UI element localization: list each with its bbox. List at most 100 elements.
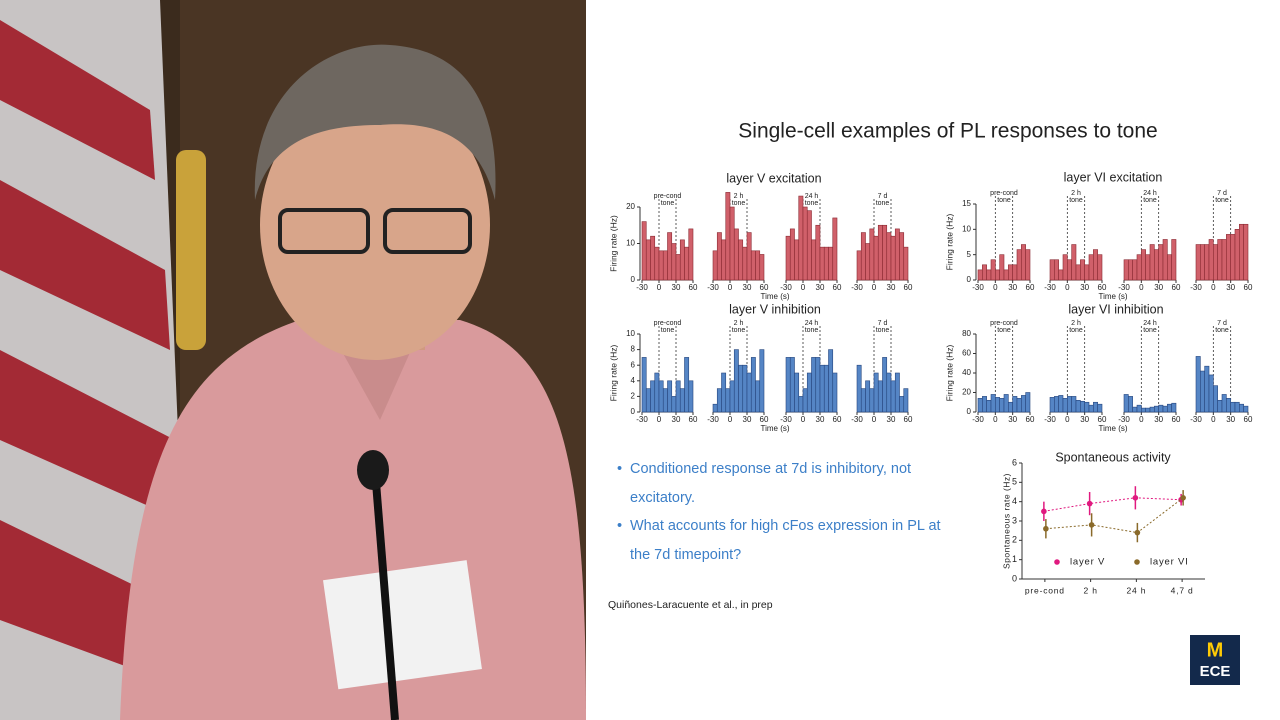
legend-marker — [1134, 559, 1140, 565]
histogram-bar — [860, 232, 866, 281]
histogram-bar — [1154, 249, 1159, 281]
histogram-bar — [1226, 398, 1231, 413]
histogram-bar — [1054, 259, 1059, 281]
histogram-bar — [1167, 403, 1172, 413]
histogram-bar — [746, 372, 752, 413]
group-label: 2 h — [734, 320, 744, 327]
group-label: 2 h — [734, 193, 744, 200]
group-label: pre-cond — [654, 320, 682, 327]
histogram-bar — [877, 380, 883, 413]
histogram-bar — [828, 349, 834, 413]
histogram-bar — [1016, 249, 1022, 281]
histogram-bar — [1145, 254, 1151, 281]
histogram-bar — [1171, 239, 1177, 281]
bullet-text: Conditioned response at 7d is inhibitory… — [630, 461, 912, 506]
histogram-bar — [759, 254, 765, 281]
y-tick-label: 3 — [1012, 515, 1017, 525]
x-tick-label: 60 — [1098, 415, 1107, 424]
histogram-bar — [1208, 374, 1214, 413]
histogram-bar — [1075, 264, 1081, 281]
histogram-bar — [1025, 392, 1031, 413]
legend-marker — [1054, 559, 1060, 565]
histogram-bar — [785, 357, 791, 413]
x-tick-label: 60 — [1172, 415, 1181, 424]
histogram-bar — [894, 372, 900, 413]
histogram-bar — [856, 364, 862, 413]
x-tick-label: 30 — [672, 283, 681, 292]
histogram-bar — [755, 250, 761, 281]
y-tick-label: 15 — [962, 199, 971, 208]
histogram-bar — [662, 388, 668, 413]
histogram-bar — [1084, 401, 1090, 413]
y-tick-label: 1 — [1012, 554, 1017, 564]
y-tick-label: 2 — [1012, 535, 1017, 545]
histogram-bar — [1171, 402, 1177, 413]
x-tick-label: 30 — [672, 415, 681, 424]
tone-label: tone — [1215, 327, 1229, 334]
x-tick-label: 0 — [728, 283, 733, 292]
histogram-bar — [641, 221, 647, 281]
x-tick-label: 0 — [1065, 415, 1070, 424]
point — [1043, 525, 1049, 532]
bullet-text: What accounts for high cFos expression i… — [630, 518, 941, 563]
histogram-bar — [650, 380, 656, 413]
point — [1180, 495, 1186, 501]
x-tick-label: 30 — [1154, 415, 1163, 424]
histogram-bar — [894, 228, 900, 281]
histogram-bar — [1021, 244, 1026, 281]
x-tick-label: 30 — [887, 415, 896, 424]
x-tick-label: 0 — [872, 415, 877, 424]
histogram-bar — [1097, 403, 1103, 413]
histogram-bar — [1195, 244, 1201, 281]
x-tick-label: 30 — [1226, 283, 1235, 292]
histogram-bar — [1158, 244, 1164, 281]
x-tick-label: -30 — [1190, 415, 1202, 424]
histogram-bar — [1067, 259, 1072, 281]
histogram-bar — [1003, 269, 1009, 281]
y-tick-label: 6 — [631, 360, 636, 369]
histogram-bar — [1003, 394, 1009, 413]
histogram-bar — [759, 349, 765, 413]
histogram-bar — [1012, 396, 1018, 413]
histogram-bar — [1093, 401, 1098, 413]
histogram-bar — [725, 388, 731, 413]
histogram-bar — [1149, 406, 1155, 413]
x-tick-label: 30 — [1008, 283, 1017, 292]
histogram-bar — [1213, 385, 1218, 413]
histogram-bar — [1221, 239, 1227, 281]
histogram-bar — [1084, 264, 1090, 281]
histogram-bar — [1230, 234, 1236, 281]
histogram-bar — [1021, 395, 1026, 413]
histogram-bar — [982, 264, 987, 281]
x-tick-label: 30 — [743, 415, 752, 424]
group-label: pre-cond — [990, 320, 1018, 327]
histogram-bar — [667, 380, 673, 413]
histogram-bar — [977, 269, 983, 281]
x-tick-label: 30 — [816, 415, 825, 424]
histogram-bar — [815, 357, 821, 413]
histogram-bar — [832, 217, 838, 281]
histogram-bar — [806, 210, 812, 281]
histogram-bar — [1008, 401, 1013, 413]
x-axis-label: Time (s) — [1098, 292, 1127, 301]
tone-label: tone — [732, 200, 746, 207]
tone-label: tone — [732, 327, 746, 334]
histogram-bar — [877, 224, 883, 281]
tone-label: tone — [661, 327, 675, 334]
histogram-bar — [1093, 249, 1098, 281]
histogram-bar — [679, 239, 685, 281]
histogram-bar — [1213, 244, 1218, 281]
histogram-bar — [1221, 394, 1227, 413]
x-tick-label: -30 — [1190, 283, 1202, 292]
histogram-bar — [1217, 239, 1223, 281]
histogram-bar — [815, 224, 821, 281]
glasses — [278, 208, 370, 254]
histogram-bar — [1230, 401, 1236, 413]
histogram-bar — [716, 232, 722, 281]
histogram-bar — [667, 232, 673, 281]
x-tick-label: 30 — [1080, 283, 1089, 292]
tone-label: tone — [1069, 327, 1083, 334]
histogram-bar — [645, 239, 651, 281]
speaker-photo — [0, 0, 586, 720]
